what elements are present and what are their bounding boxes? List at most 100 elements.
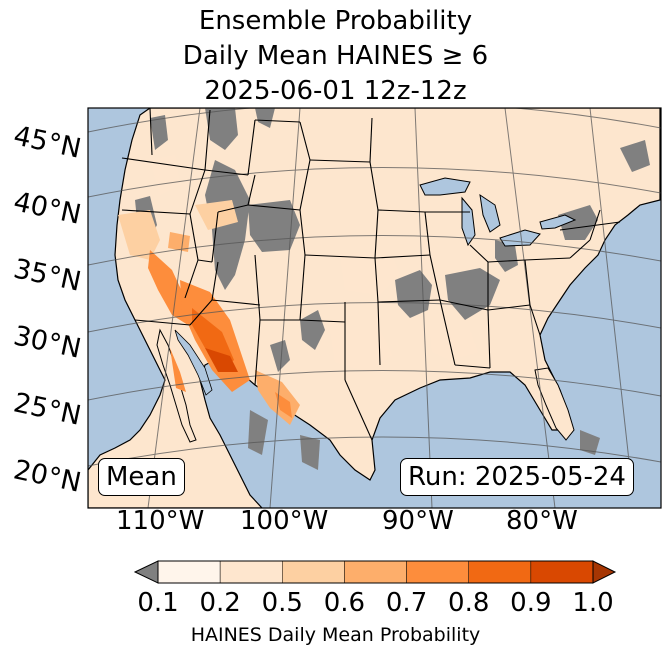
chart-title-line-3: 2025-06-01 12z-12z xyxy=(204,76,467,106)
border-segment-5 xyxy=(299,121,311,161)
colorbar-bin-0 xyxy=(157,560,221,584)
colorbar-tick-label: 0.1 xyxy=(137,588,179,618)
border-segment-21 xyxy=(369,161,379,211)
no-data-patch-9 xyxy=(445,268,500,320)
border-segment-31 xyxy=(299,254,306,321)
probability-region-7 xyxy=(170,348,186,392)
border-segment-12 xyxy=(197,259,213,263)
border-segment-14 xyxy=(217,204,249,213)
probability-region-9 xyxy=(275,392,292,418)
border-segment-47 xyxy=(469,244,489,263)
border-segment-55 xyxy=(184,259,199,299)
colorbar xyxy=(133,560,617,584)
lon-label-90w: 90°W xyxy=(382,506,454,536)
border-segment-54 xyxy=(189,299,213,326)
no-data-patch-3 xyxy=(205,160,250,290)
colorbar-tick-label: 1.0 xyxy=(572,588,614,618)
border-segment-11 xyxy=(189,213,199,261)
colorbar-tick-label: 0.2 xyxy=(199,588,241,618)
border-segment-9 xyxy=(121,209,191,215)
graticule-line-3 xyxy=(88,301,661,333)
border-segment-30 xyxy=(344,379,373,441)
mean-label: Mean xyxy=(98,458,185,496)
lon-label-100w: 100°W xyxy=(240,506,329,536)
border-segment-20 xyxy=(374,209,379,259)
chart-title-line-2: Daily Mean HAINES ≥ 6 xyxy=(182,41,489,71)
graticule-line-7 xyxy=(269,108,301,508)
graticule-line-8 xyxy=(414,108,433,508)
border-segment-33 xyxy=(254,254,261,321)
no-data-patch-10 xyxy=(495,240,518,272)
border-segment-53 xyxy=(134,319,191,326)
border-segment-51 xyxy=(559,221,621,231)
probability-region-5 xyxy=(192,308,234,368)
graticule-line-5 xyxy=(88,436,661,467)
border-segment-38 xyxy=(439,299,456,366)
probability-region-1 xyxy=(195,200,238,230)
chart-title-line-1: Ensemble Probability xyxy=(198,6,473,36)
no-data-patch-1 xyxy=(255,108,275,128)
border-segment-42 xyxy=(487,304,531,311)
border-segment-17 xyxy=(299,159,311,211)
colorbar-over-arrow xyxy=(592,560,617,584)
border-segment-49 xyxy=(569,239,591,259)
probability-region-12 xyxy=(430,330,478,360)
border-segment-18 xyxy=(299,209,306,256)
colorbar-tick-label: 0.5 xyxy=(261,588,303,618)
border-segment-3 xyxy=(247,119,256,176)
graticule-line-10 xyxy=(589,108,631,471)
border-segment-2 xyxy=(204,169,249,176)
lon-label-110w: 110°W xyxy=(116,506,205,536)
border-segment-6 xyxy=(309,159,371,163)
border-segment-28 xyxy=(377,301,381,366)
colorbar-bin-3 xyxy=(344,560,407,584)
border-segment-22 xyxy=(377,209,426,213)
gulf-of-california xyxy=(174,329,213,396)
colorbar-title: HAINES Daily Mean Probability xyxy=(190,624,481,646)
border-segment-44 xyxy=(524,259,531,306)
border-segment-15 xyxy=(247,174,256,206)
no-data-patch-12 xyxy=(620,140,650,172)
border-segment-25 xyxy=(429,254,441,301)
colorbar-tick-label: 0.6 xyxy=(323,588,366,618)
no-data-patch-13 xyxy=(248,410,268,455)
border-segment-36 xyxy=(211,261,219,301)
border-segment-27 xyxy=(374,257,379,303)
colorbar-tick-label: 0.7 xyxy=(385,588,428,618)
probability-region-0 xyxy=(118,210,160,260)
colorbar-tick-label: 0.9 xyxy=(510,588,552,618)
graticule xyxy=(88,108,661,508)
no-data-patch-14 xyxy=(300,435,320,470)
border-segment-19 xyxy=(304,254,376,259)
graticule-line-1 xyxy=(88,166,661,198)
run-date-label: Run: 2025-05-24 xyxy=(400,458,634,496)
no-data-patch-15 xyxy=(580,430,600,455)
graticule-line-9 xyxy=(504,108,556,508)
probability-region-10 xyxy=(340,250,400,295)
border-segment-16 xyxy=(247,204,301,211)
graticule-line-2 xyxy=(88,234,661,266)
border-segment-32 xyxy=(299,319,346,323)
border-segment-10 xyxy=(189,169,206,215)
map-area xyxy=(88,108,661,508)
border-segment-4 xyxy=(254,119,301,123)
colorbar-bin-1 xyxy=(219,560,283,584)
graticule-line-0 xyxy=(88,108,661,133)
colorbar-bin-5 xyxy=(468,560,532,584)
probability-region-6 xyxy=(205,348,238,372)
colorbar-bin-6 xyxy=(530,560,594,584)
colorbar-tick-label: 0.8 xyxy=(448,588,490,618)
border-segment-24 xyxy=(374,254,431,259)
border-segment-39 xyxy=(454,364,491,369)
no-data-patch-0 xyxy=(205,108,238,150)
border-segment-7 xyxy=(369,117,373,163)
colorbar-bin-4 xyxy=(406,560,469,584)
great-lakes xyxy=(419,177,577,247)
border-segment-45 xyxy=(487,259,526,263)
border-segment-8 xyxy=(121,157,206,171)
border-segment-0 xyxy=(149,108,153,156)
lon-label-80w: 80°W xyxy=(506,506,578,536)
graticule-line-6 xyxy=(147,108,201,508)
map-frame xyxy=(87,107,662,509)
